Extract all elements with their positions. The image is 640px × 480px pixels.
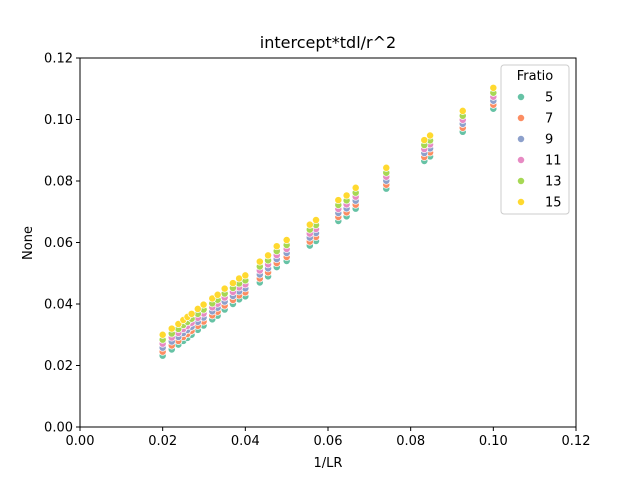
- x-axis-label: 1/LR: [314, 456, 343, 471]
- data-point: [351, 183, 360, 192]
- data-point: [158, 330, 167, 339]
- legend-marker: [517, 177, 525, 185]
- legend-marker: [517, 93, 525, 101]
- y-tick-label: 0.08: [44, 175, 73, 190]
- y-tick-label: 0.02: [44, 359, 73, 374]
- x-tick-label: 0.12: [562, 434, 591, 449]
- data-point: [213, 290, 222, 299]
- legend-box: [500, 64, 570, 215]
- y-tick-label: 0.06: [44, 236, 73, 251]
- legend-label: 9: [545, 133, 553, 148]
- data-point: [420, 136, 429, 145]
- legend-label: 13: [545, 175, 562, 190]
- data-point: [382, 163, 391, 172]
- legend-entries: 5 7 9 11 13 15: [517, 91, 562, 211]
- series-15: [158, 83, 498, 339]
- chart-title: intercept*tdl/r^2: [260, 33, 396, 52]
- x-tick-label: 0.00: [66, 434, 95, 449]
- x-tick-label: 0.10: [479, 434, 508, 449]
- x-axis: 0.00 0.02 0.04 0.06 0.08 0.10 0.12: [66, 427, 591, 449]
- legend-label: 15: [545, 196, 562, 211]
- data-point: [264, 251, 273, 260]
- y-axis-label: None: [21, 226, 36, 260]
- y-tick-label: 0.10: [44, 113, 73, 128]
- y-tick-label: 0.04: [44, 298, 73, 313]
- data-point: [312, 216, 320, 225]
- data-point: [220, 284, 229, 293]
- data-point: [305, 220, 314, 229]
- data-point: [282, 236, 291, 244]
- data-point: [199, 300, 208, 309]
- data-point: [235, 274, 244, 283]
- legend-label: 5: [545, 91, 553, 106]
- data-point: [272, 242, 281, 251]
- legend-marker: [517, 135, 525, 143]
- data-point: [167, 324, 176, 333]
- data-point: [458, 106, 467, 115]
- x-tick-label: 0.08: [396, 434, 425, 449]
- data-point: [334, 196, 343, 205]
- legend-label: 11: [545, 154, 562, 169]
- points-layer: [158, 83, 498, 360]
- y-tick-label: 0.00: [44, 421, 73, 436]
- data-point: [489, 83, 498, 92]
- data-point: [208, 294, 217, 303]
- data-point: [193, 304, 202, 313]
- legend-marker: [517, 156, 525, 164]
- x-tick-label: 0.02: [148, 434, 177, 449]
- data-point: [426, 131, 435, 140]
- legend-marker: [517, 114, 525, 122]
- data-point: [241, 271, 250, 280]
- y-axis: 0.00 0.02 0.04 0.06 0.08 0.10 0.12: [44, 52, 80, 436]
- legend-title: Fratio: [517, 69, 554, 84]
- legend: Fratio 5 7 9 11 13 15: [500, 64, 570, 215]
- x-tick-label: 0.04: [231, 434, 260, 449]
- x-tick-label: 0.06: [314, 434, 343, 449]
- data-point: [342, 191, 351, 200]
- legend-label: 7: [545, 112, 553, 127]
- data-point: [255, 257, 264, 266]
- data-point: [187, 309, 196, 318]
- y-tick-label: 0.12: [44, 52, 73, 67]
- data-point: [228, 279, 237, 288]
- legend-marker: [517, 198, 525, 206]
